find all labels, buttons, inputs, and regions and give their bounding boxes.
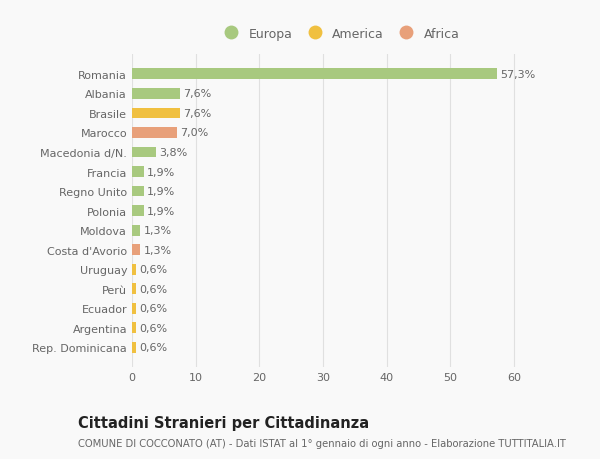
Text: 1,3%: 1,3% (143, 226, 172, 235)
Bar (132, 225, 140, 236)
Text: 1,9%: 1,9% (147, 167, 176, 177)
Bar (132, 186, 144, 197)
Text: 0,6%: 0,6% (139, 284, 167, 294)
Bar (132, 264, 136, 275)
Bar (132, 303, 136, 314)
Bar (132, 284, 136, 295)
Bar (132, 89, 181, 100)
Text: 7,6%: 7,6% (184, 89, 212, 99)
Text: 0,6%: 0,6% (139, 265, 167, 274)
Bar (132, 69, 497, 80)
Bar (132, 206, 144, 217)
Text: 1,3%: 1,3% (143, 245, 172, 255)
Text: 0,6%: 0,6% (139, 323, 167, 333)
Bar (132, 323, 136, 334)
Bar (132, 147, 156, 158)
Text: COMUNE DI COCCONATO (AT) - Dati ISTAT al 1° gennaio di ogni anno - Elaborazione : COMUNE DI COCCONATO (AT) - Dati ISTAT al… (78, 438, 566, 448)
Text: 0,6%: 0,6% (139, 343, 167, 353)
Text: 7,6%: 7,6% (184, 109, 212, 118)
Legend: Europa, America, Africa: Europa, America, Africa (215, 24, 464, 45)
Bar (132, 128, 176, 139)
Text: 1,9%: 1,9% (147, 187, 176, 196)
Text: 3,8%: 3,8% (160, 148, 188, 157)
Bar (132, 167, 144, 178)
Text: 0,6%: 0,6% (139, 304, 167, 313)
Bar (132, 342, 136, 353)
Bar (132, 245, 140, 256)
Bar (132, 108, 181, 119)
Text: Cittadini Stranieri per Cittadinanza: Cittadini Stranieri per Cittadinanza (78, 415, 369, 431)
Text: 57,3%: 57,3% (500, 70, 535, 79)
Text: 1,9%: 1,9% (147, 206, 176, 216)
Text: 7,0%: 7,0% (180, 128, 208, 138)
